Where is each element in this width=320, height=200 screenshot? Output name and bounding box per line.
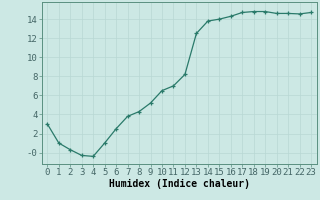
X-axis label: Humidex (Indice chaleur): Humidex (Indice chaleur)	[109, 179, 250, 189]
